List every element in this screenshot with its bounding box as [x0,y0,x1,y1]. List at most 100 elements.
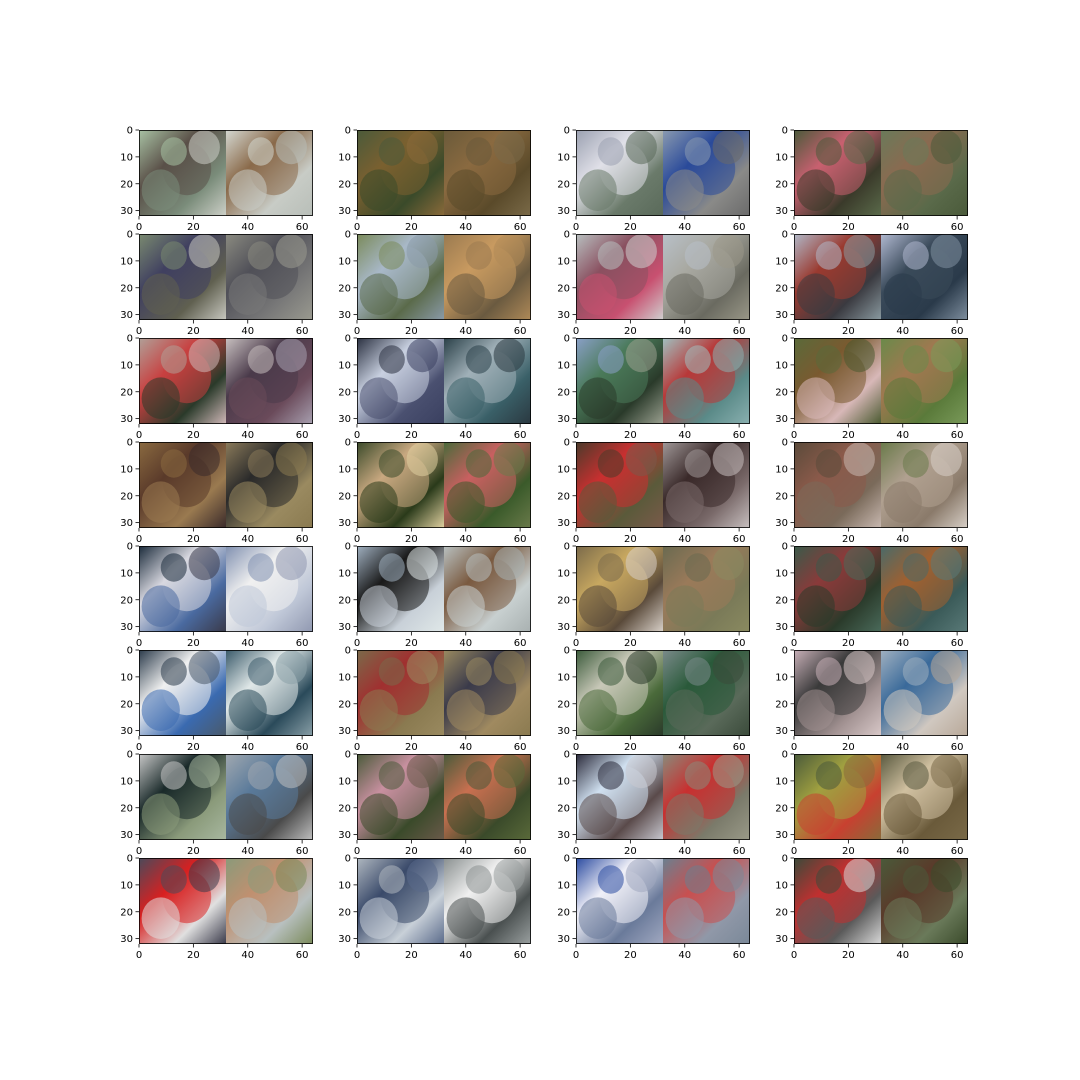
image-blotch [141,793,180,836]
x-tick-label: 60 [951,638,964,649]
y-tick-label: 0 [564,542,570,553]
x-tick-label: 60 [514,222,527,233]
image-blotch [446,377,485,420]
panel-images [139,442,313,528]
x-tick-label: 40 [896,430,909,441]
y-tick-label: 30 [775,310,788,321]
x-tick-label: 0 [136,846,142,857]
image-blotch [930,442,962,477]
x-tick-label: 40 [678,638,691,649]
x-tick-label: 60 [733,326,746,337]
x-tick-label: 0 [573,950,579,961]
image-blotch [359,273,398,316]
image-blotch [141,169,180,212]
y-tick-label: 0 [782,126,788,137]
image-blotch [141,273,180,316]
image-blotch [684,345,711,374]
image-blotch [843,754,875,789]
image-panel: 0 20 40 60 0 10 20 30 [557,750,750,857]
image-blotch [843,546,875,581]
x-tick-label: 0 [354,846,360,857]
x-tick-label: 0 [136,950,142,961]
x-tick-label: 60 [951,430,964,441]
image-blotch [625,130,657,165]
x-tick-label: 20 [842,534,855,545]
image-blotch [446,169,485,212]
image-blotch [465,553,492,582]
y-tick-label: 20 [120,179,133,190]
y-tick-label: 0 [564,854,570,865]
x-tick-label: 60 [733,742,746,753]
y-tick-label: 10 [338,360,351,371]
image-blotch [843,442,875,477]
panel-frame [794,858,968,944]
x-tick-label: 40 [241,950,254,961]
image-blotch [930,754,962,789]
y-tick-label: 30 [557,414,570,425]
image-blotch [796,689,835,732]
image-blotch [883,897,922,940]
y-tick-label: 0 [127,854,133,865]
x-tick-label: 20 [842,638,855,649]
image-blotch [843,234,875,269]
image-blotch [815,553,842,582]
image-panel: 0 20 40 60 0 10 20 30 [338,438,531,545]
image-blotch [378,865,405,894]
image-blotch [359,377,398,420]
image-blotch [902,761,929,790]
x-tick-label: 20 [405,950,418,961]
image-blotch [141,377,180,420]
y-tick-label: 0 [782,334,788,345]
panel-images [139,546,313,632]
y-tick-label: 10 [338,880,351,891]
y-tick-label: 0 [127,750,133,761]
x-tick-label: 0 [136,534,142,545]
panel-frame [794,442,968,528]
panel-frame [794,650,968,736]
x-tick-label: 60 [733,430,746,441]
x-tick-label: 20 [405,326,418,337]
y-tick-label: 20 [120,699,133,710]
x-tick-label: 0 [136,430,142,441]
image-panel: 0 20 40 60 0 10 20 30 [557,646,750,753]
image-blotch [465,761,492,790]
image-blotch [930,338,962,373]
image-panel: 0 20 40 60 0 10 20 30 [120,230,313,337]
image-blotch [597,865,624,894]
image-panel: 0 20 40 60 0 10 20 30 [775,854,968,961]
x-tick-label: 40 [896,846,909,857]
y-tick-label: 0 [782,438,788,449]
image-blotch [465,137,492,166]
image-blotch [228,689,267,732]
y-tick-label: 0 [345,750,351,761]
image-blotch [843,130,875,165]
y-tick-label: 30 [557,726,570,737]
panel-frame [139,234,313,320]
x-tick-label: 60 [296,742,309,753]
x-tick-label: 60 [296,846,309,857]
image-blotch [902,241,929,270]
panel-images [139,338,313,424]
image-blotch [247,241,274,270]
panel-frame [357,754,531,840]
image-blotch [883,585,922,628]
image-blotch [465,865,492,894]
y-tick-label: 30 [775,414,788,425]
y-tick-label: 20 [120,907,133,918]
image-blotch [796,169,835,212]
y-tick-label: 30 [775,726,788,737]
image-blotch [378,657,405,686]
panel-frame [794,234,968,320]
image-blotch [684,137,711,166]
image-blotch [665,273,704,316]
y-tick-label: 20 [775,179,788,190]
x-tick-label: 0 [354,534,360,545]
y-tick-label: 30 [338,206,351,217]
x-tick-label: 0 [354,222,360,233]
image-blotch [406,130,438,165]
image-blotch [406,858,438,893]
x-tick-label: 20 [842,222,855,233]
x-tick-label: 60 [951,742,964,753]
x-tick-label: 20 [405,846,418,857]
x-tick-label: 20 [405,534,418,545]
